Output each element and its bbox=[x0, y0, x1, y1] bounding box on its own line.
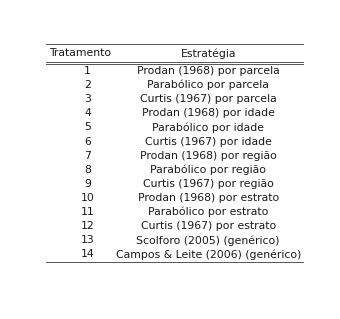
Text: Parabólico por idade: Parabólico por idade bbox=[152, 122, 264, 133]
Text: Parabólico por estrato: Parabólico por estrato bbox=[148, 207, 268, 217]
Text: 6: 6 bbox=[84, 137, 91, 146]
Text: Prodan (1968) por idade: Prodan (1968) por idade bbox=[142, 108, 275, 118]
Text: Estratégia: Estratégia bbox=[181, 48, 236, 58]
Text: 8: 8 bbox=[84, 165, 91, 175]
Text: 7: 7 bbox=[84, 151, 91, 161]
Text: 3: 3 bbox=[84, 94, 91, 104]
Text: Parabólico por parcela: Parabólico por parcela bbox=[147, 80, 269, 90]
Text: Curtis (1967) por parcela: Curtis (1967) por parcela bbox=[140, 94, 277, 104]
Text: 4: 4 bbox=[84, 108, 91, 118]
Text: Scolforo (2005) (genérico): Scolforo (2005) (genérico) bbox=[136, 235, 280, 246]
Text: 13: 13 bbox=[81, 235, 95, 245]
Text: 10: 10 bbox=[81, 193, 95, 203]
Text: Tratamento: Tratamento bbox=[49, 48, 111, 58]
Text: Curtis (1967) por região: Curtis (1967) por região bbox=[143, 179, 274, 189]
Text: 5: 5 bbox=[84, 122, 91, 132]
Text: Prodan (1968) por região: Prodan (1968) por região bbox=[140, 151, 277, 161]
Text: Curtis (1967) por idade: Curtis (1967) por idade bbox=[145, 137, 272, 146]
Text: 2: 2 bbox=[84, 80, 91, 90]
Text: 9: 9 bbox=[84, 179, 91, 189]
Text: 11: 11 bbox=[81, 207, 95, 217]
Text: Campos & Leite (2006) (genérico): Campos & Leite (2006) (genérico) bbox=[116, 249, 301, 260]
Text: Prodan (1968) por estrato: Prodan (1968) por estrato bbox=[138, 193, 279, 203]
Text: Curtis (1967) por estrato: Curtis (1967) por estrato bbox=[141, 221, 276, 231]
Text: Parabólico por região: Parabólico por região bbox=[150, 165, 266, 175]
Text: 14: 14 bbox=[81, 249, 95, 259]
Text: 12: 12 bbox=[81, 221, 95, 231]
Text: Prodan (1968) por parcela: Prodan (1968) por parcela bbox=[137, 66, 279, 76]
Text: 1: 1 bbox=[84, 66, 91, 76]
